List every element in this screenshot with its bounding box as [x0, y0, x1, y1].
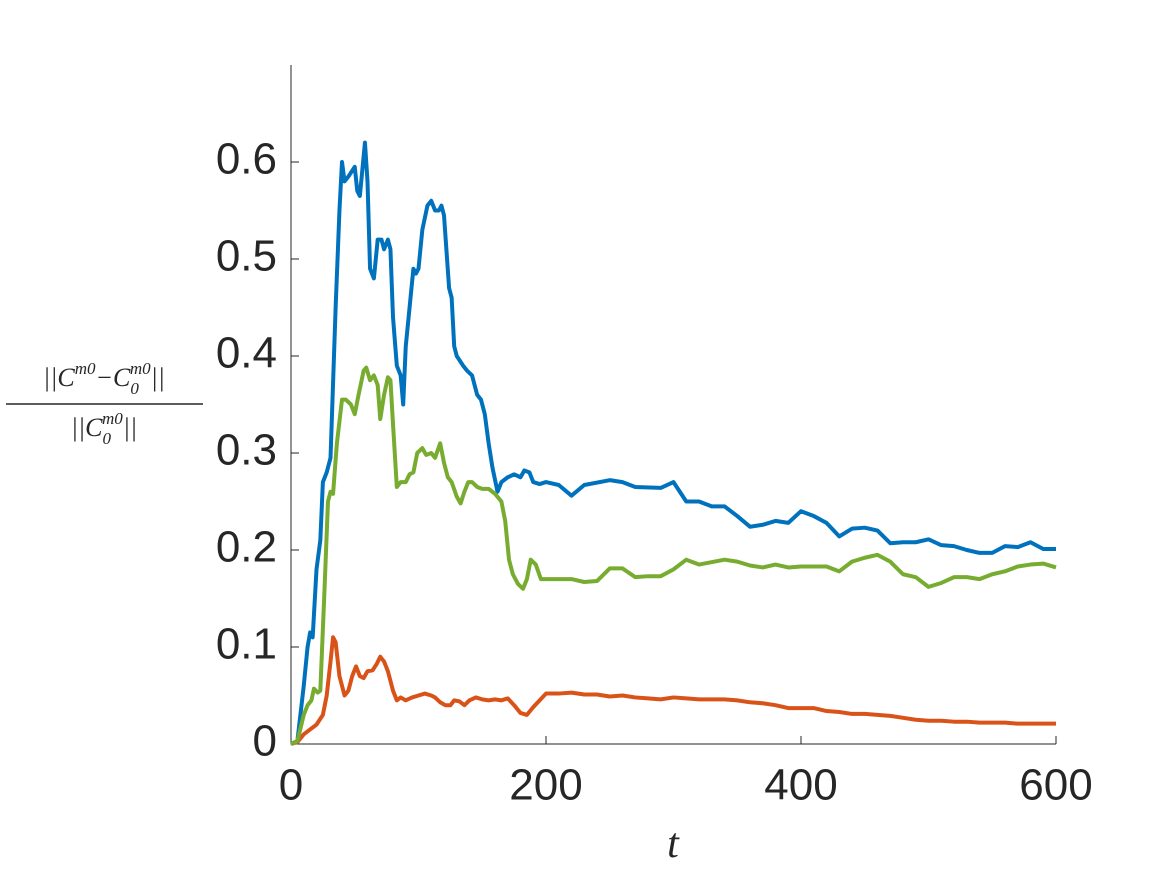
y-label-part: ||C — [71, 413, 103, 442]
y-label-part: 0 — [130, 379, 139, 398]
y-tick-label: 0.6 — [216, 135, 277, 184]
y-label-part: || — [151, 363, 165, 392]
y-label-part: || — [123, 413, 137, 442]
x-tick-label: 0 — [279, 761, 303, 810]
y-label-part: 0 — [103, 429, 112, 448]
y-label-part: ||C — [43, 363, 75, 392]
series-line — [290, 635, 1056, 746]
y-tick-label: 0.1 — [216, 620, 277, 669]
y-tick-label: 0.3 — [216, 426, 277, 475]
series-line — [290, 365, 1057, 746]
x-tick-label: 200 — [509, 761, 582, 810]
y-label-numerator: ||Cm0−C0m0|| — [43, 359, 165, 398]
x-axis-label: t — [667, 821, 680, 867]
y-tick-label: 0 — [253, 717, 277, 766]
y-label-part: −C — [95, 363, 131, 392]
y-label-part: m0 — [130, 359, 151, 378]
axes — [290, 65, 1056, 745]
x-tick-label: 400 — [764, 761, 837, 810]
y-tick-label: 0.4 — [216, 329, 277, 378]
x-tick-label: 600 — [1019, 761, 1092, 810]
y-label-part: m0 — [102, 409, 123, 428]
y-label-part: m0 — [75, 359, 96, 378]
y-label-denominator: ||C0m0|| — [71, 409, 137, 448]
y-tick-label: 0.2 — [216, 523, 277, 572]
y-axis-label: ||Cm0−C0m0|| ||C0m0|| — [6, 359, 203, 448]
y-tick-label: 0.5 — [216, 232, 277, 281]
series-line — [290, 140, 1056, 746]
